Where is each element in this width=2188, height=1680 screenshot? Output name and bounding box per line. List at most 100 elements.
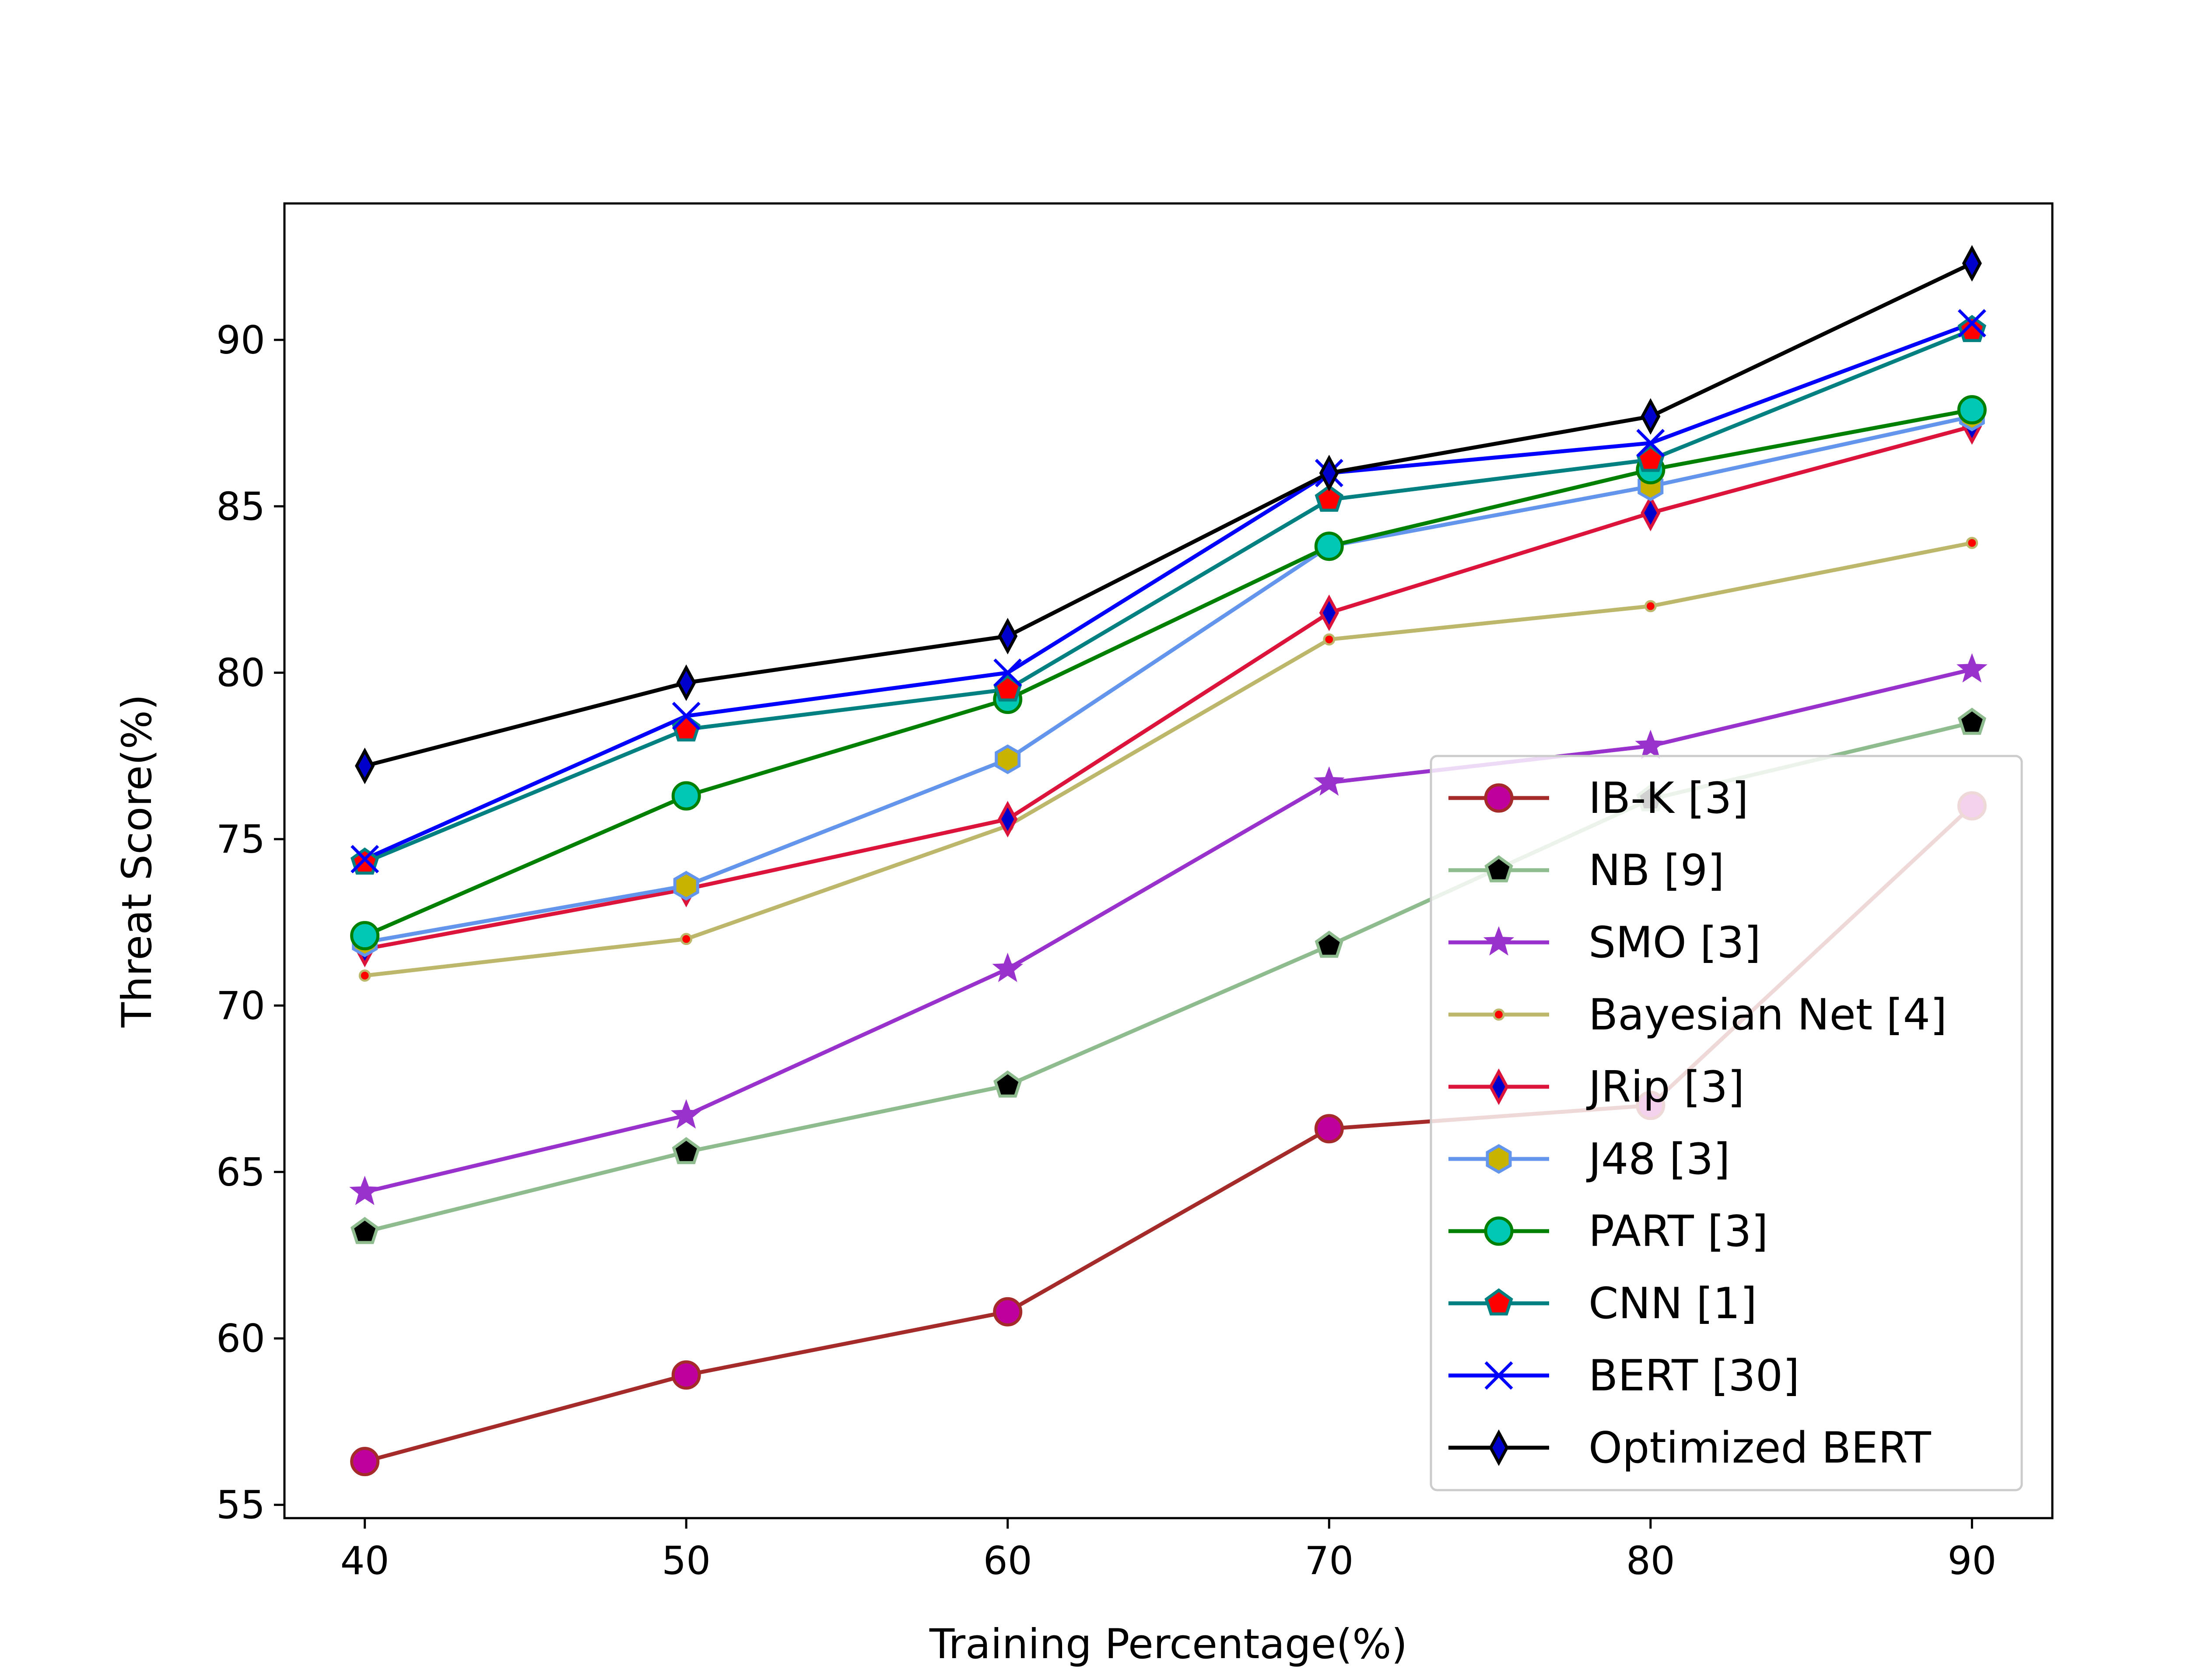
y-tick-label: 55 bbox=[216, 1483, 265, 1528]
legend-item: Bayesian Net [4] bbox=[1448, 990, 1947, 1040]
legend-marker bbox=[1483, 926, 1515, 956]
legend-marker bbox=[1489, 1429, 1509, 1466]
x-tick-label: 40 bbox=[340, 1538, 389, 1583]
axes: 40 50 60 70 80 90 55 60 65 70 75 80 85 90 bbox=[216, 318, 1996, 1583]
legend-marker bbox=[1486, 1144, 1512, 1174]
x-axis-label: Training Percentage(%) bbox=[929, 1620, 1407, 1668]
data-point bbox=[1635, 729, 1666, 760]
data-point bbox=[995, 744, 1021, 774]
legend-item: SMO [3] bbox=[1448, 918, 1761, 968]
legend-marker bbox=[1484, 1288, 1513, 1316]
data-point bbox=[355, 747, 375, 784]
series-line bbox=[365, 541, 1973, 978]
data-point bbox=[1957, 315, 1987, 342]
data-point bbox=[351, 845, 379, 874]
data-point bbox=[672, 1137, 701, 1164]
data-point bbox=[1641, 398, 1661, 435]
data-point bbox=[1957, 395, 1987, 425]
legend-label: IB-K [3] bbox=[1588, 774, 1749, 823]
data-point bbox=[1641, 494, 1661, 532]
data-point bbox=[350, 1447, 380, 1477]
data-point bbox=[1636, 429, 1665, 458]
legend-label: Bayesian Net [4] bbox=[1588, 990, 1947, 1040]
legend-item: PART [3] bbox=[1448, 1207, 1768, 1256]
data-point bbox=[1315, 484, 1343, 512]
series-line bbox=[364, 321, 1973, 861]
data-point bbox=[1323, 633, 1336, 646]
series-line bbox=[364, 408, 1973, 938]
data-point bbox=[1319, 455, 1339, 492]
legend-marker bbox=[1484, 1216, 1514, 1246]
series-line bbox=[364, 424, 1973, 951]
legend-label: CNN [1] bbox=[1588, 1279, 1757, 1329]
y-tick-label: 65 bbox=[216, 1150, 265, 1195]
data-point bbox=[680, 933, 693, 945]
data-point bbox=[350, 1217, 379, 1244]
legend: IB-K [3] NB [9] SMO [3] Bayesian Net [4] JRi… bbox=[1430, 755, 2023, 1491]
data-point bbox=[1314, 532, 1344, 561]
legend-label: J48 [3] bbox=[1586, 1134, 1730, 1184]
data-point bbox=[998, 801, 1018, 838]
y-tick-label: 85 bbox=[216, 484, 265, 529]
series-line bbox=[364, 414, 1973, 945]
x-tick-label: 70 bbox=[1304, 1538, 1353, 1583]
data-point bbox=[1956, 653, 1988, 683]
data-point bbox=[1966, 537, 1978, 549]
legend-item: JRip [3] bbox=[1448, 1062, 1744, 1112]
data-point bbox=[993, 1070, 1022, 1098]
data-point bbox=[1957, 707, 1987, 735]
legend-marker bbox=[1489, 1068, 1509, 1105]
legend-marker bbox=[1493, 1008, 1505, 1021]
legend-box bbox=[1430, 755, 2023, 1491]
legend-label: BERT [30] bbox=[1588, 1351, 1799, 1401]
y-tick-label: 70 bbox=[216, 983, 265, 1028]
data-point bbox=[358, 970, 371, 982]
data-point bbox=[349, 1176, 381, 1205]
data-point bbox=[676, 664, 696, 701]
data-point bbox=[1314, 1114, 1344, 1144]
legend-item: CNN [1] bbox=[1448, 1279, 1757, 1329]
data-point bbox=[993, 658, 1022, 687]
series-line bbox=[364, 667, 1973, 1194]
legend-marker bbox=[1484, 855, 1513, 882]
y-tick-label: 60 bbox=[216, 1316, 265, 1361]
legend-item: BERT [30] bbox=[1448, 1351, 1799, 1401]
legend-item: IB-K [3] bbox=[1448, 774, 1749, 823]
legend-label: Optimized BERT bbox=[1588, 1423, 1932, 1473]
legend-marker bbox=[1484, 1361, 1513, 1390]
series-line bbox=[364, 328, 1973, 864]
data-point bbox=[672, 702, 701, 731]
data-point bbox=[670, 1099, 702, 1129]
x-tick-label: 60 bbox=[983, 1538, 1032, 1583]
legend-label: JRip [3] bbox=[1586, 1062, 1744, 1112]
data-point bbox=[673, 871, 699, 901]
x-tick-label: 50 bbox=[662, 1538, 711, 1583]
data-point bbox=[671, 1360, 701, 1390]
data-point bbox=[671, 781, 701, 811]
legend-item: Optimized BERT bbox=[1448, 1423, 1932, 1473]
x-tick-label: 80 bbox=[1626, 1538, 1675, 1583]
legend-item: J48 [3] bbox=[1448, 1134, 1730, 1184]
x-tick-label: 90 bbox=[1947, 1538, 1996, 1583]
data-point bbox=[998, 618, 1018, 654]
data-point bbox=[993, 1297, 1023, 1326]
y-tick-label: 80 bbox=[216, 651, 265, 696]
series-line bbox=[364, 261, 1973, 768]
data-point bbox=[1957, 309, 1986, 338]
legend-marker bbox=[1484, 783, 1514, 813]
y-tick-label: 75 bbox=[216, 817, 265, 862]
y-tick-label: 90 bbox=[216, 318, 265, 363]
data-point bbox=[1644, 600, 1657, 612]
data-point bbox=[1319, 594, 1339, 631]
data-point bbox=[1962, 245, 1982, 282]
legend-label: PART [3] bbox=[1588, 1207, 1768, 1256]
y-axis-label: Threat Score(%) bbox=[113, 694, 161, 1028]
legend-label: NB [9] bbox=[1588, 846, 1725, 896]
data-point bbox=[1313, 766, 1345, 796]
data-point bbox=[1315, 931, 1343, 958]
legend-item: NB [9] bbox=[1448, 846, 1725, 896]
data-point bbox=[350, 921, 380, 951]
legend-label: SMO [3] bbox=[1588, 918, 1761, 968]
